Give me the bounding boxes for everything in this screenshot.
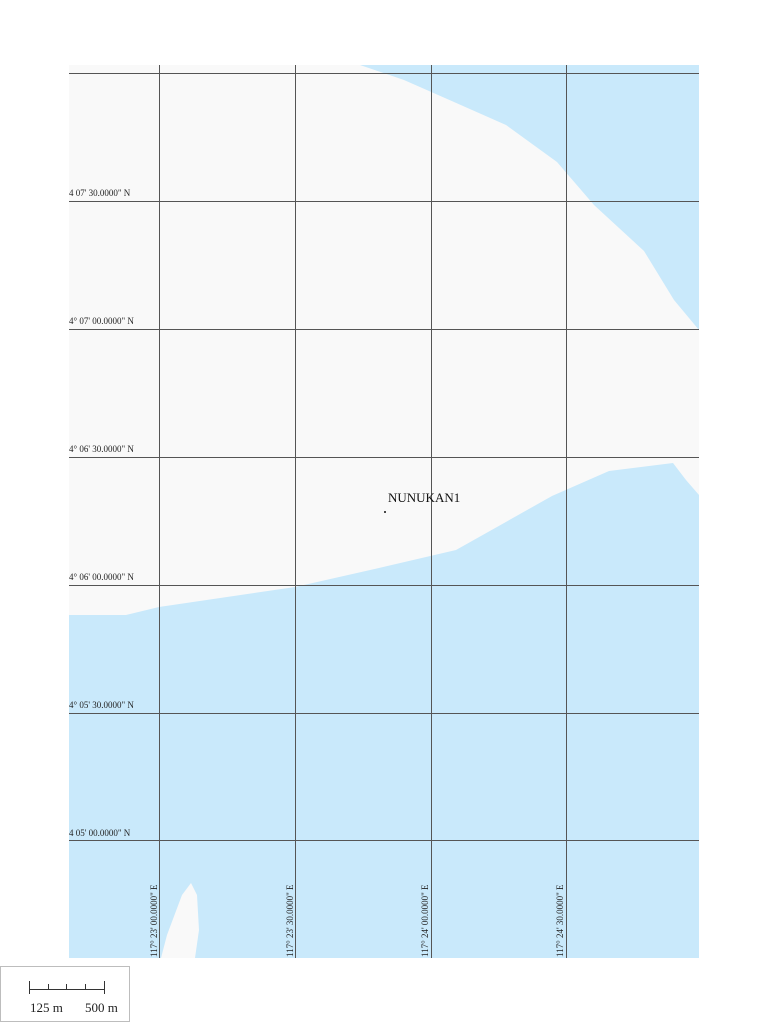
latitude-label: 4° 07' 00.0000" N <box>69 316 134 326</box>
map-canvas[interactable] <box>69 65 699 958</box>
latitude-label: 4° 06' 00.0000" N <box>69 572 134 582</box>
longitude-label: 117° 23' 00.0000" E <box>149 884 159 957</box>
latitude-label: 4° 05' 30.0000" N <box>69 700 134 710</box>
place-label[interactable]: NUNUKAN1 <box>388 490 461 505</box>
longitude-label: 117° 24' 00.0000" E <box>420 884 430 957</box>
scale-label-large: 500 m <box>85 1000 118 1015</box>
scale-bar <box>29 981 105 994</box>
longitude-label: 117° 24' 30.0000" E <box>555 884 565 957</box>
longitude-label: 117° 23' 30.0000" E <box>285 884 295 957</box>
graticule <box>69 65 699 958</box>
map-svg <box>69 65 699 958</box>
place-marker[interactable] <box>384 511 386 513</box>
land-area-south <box>161 883 199 958</box>
latitude-label: 4 05' 00.0000" N <box>69 828 131 838</box>
latitude-label: 4 07' 30.0000" N <box>69 188 131 198</box>
scale-bar-box: 125 m 500 m <box>0 966 130 1022</box>
latitude-label: 4° 06' 30.0000" N <box>69 444 134 454</box>
scale-label-small: 125 m <box>30 1000 63 1015</box>
land-area <box>69 65 699 615</box>
